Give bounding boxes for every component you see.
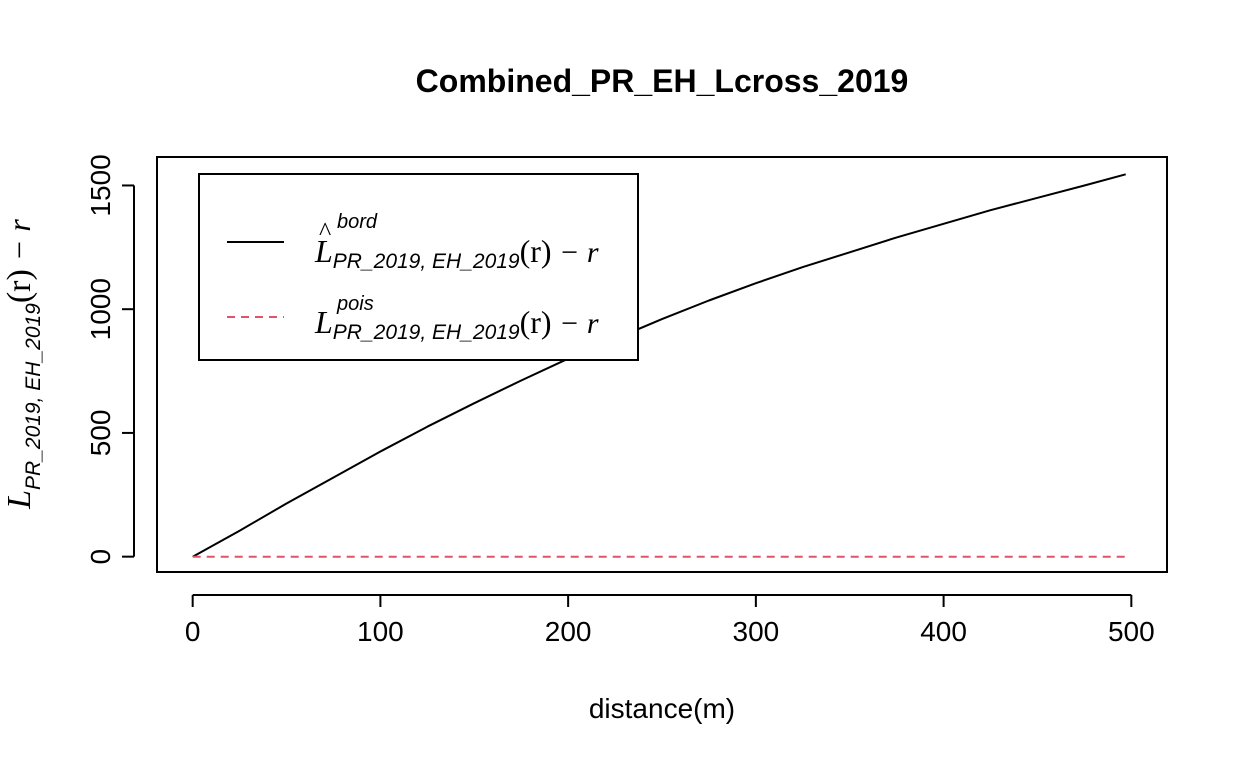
legend-main-pois: L	[314, 304, 333, 340]
legend-superscript-bord: bord	[337, 211, 378, 233]
svg-text:LPR_2019, EH_2019(r) − r: LPR_2019, EH_2019(r) − r	[314, 233, 599, 273]
svg-text:LPR_2019, EH_2019(r) − r: LPR_2019, EH_2019(r) − r	[314, 304, 599, 344]
x-tick-label: 300	[733, 616, 780, 647]
x-tick-label: 200	[545, 616, 592, 647]
y-tick-label: 0	[85, 549, 116, 565]
svg-text:LPR_2019, EH_2019(r) − r: LPR_2019, EH_2019(r) − r	[1, 219, 45, 510]
legend-entry-bord: ^ bord LPR_2019, EH_2019(r) − r	[227, 211, 599, 273]
y-axis-label-tail: − r	[1, 219, 37, 270]
legend-entry-pois: pois LPR_2019, EH_2019(r) − r	[227, 293, 599, 344]
legend: ^ bord LPR_2019, EH_2019(r) − r pois LPR…	[198, 173, 639, 361]
plot-frame	[156, 156, 1168, 573]
legend-tail-pois: − r	[552, 307, 599, 340]
legend-tail-bord: − r	[552, 236, 599, 269]
y-axis-label-argument: (r)	[1, 269, 38, 303]
legend-argument-pois: (r)	[520, 304, 552, 340]
y-tick-label: 1500	[85, 154, 116, 216]
svg-text:^ bord: ^ bord	[319, 211, 378, 246]
y-axis-label-subscript: PR_2019, EH_2019	[22, 303, 45, 490]
x-axis-label: distance(m)	[589, 693, 735, 724]
chart-title: Combined_PR_EH_Lcross_2019	[416, 63, 909, 99]
y-axis: 0 500 1000 1500	[85, 154, 135, 565]
legend-subscript-pois: PR_2019, EH_2019	[333, 321, 520, 344]
x-axis: 0 100 200 300 400 500	[185, 594, 1155, 647]
x-tick-label: 400	[920, 616, 967, 647]
legend-hat-mark: ^	[319, 217, 331, 246]
legend-subscript-bord: PR_2019, EH_2019	[333, 250, 520, 273]
svg-text:pois: pois	[336, 293, 374, 315]
legend-argument-bord: (r)	[520, 233, 552, 269]
series-line-bord	[192, 173, 1126, 558]
x-tick-label: 500	[1108, 616, 1155, 647]
y-tick-label: 1000	[85, 278, 116, 340]
legend-box	[198, 173, 639, 361]
y-axis-label: LPR_2019, EH_2019(r) − r	[1, 219, 45, 510]
y-axis-label-main: L	[1, 490, 38, 510]
y-tick-label: 500	[85, 410, 116, 457]
x-tick-label: 100	[357, 616, 404, 647]
x-tick-label: 0	[185, 616, 201, 647]
legend-main-bord: L	[314, 233, 333, 269]
legend-superscript-pois: pois	[336, 293, 374, 315]
series-layer	[192, 173, 1126, 558]
